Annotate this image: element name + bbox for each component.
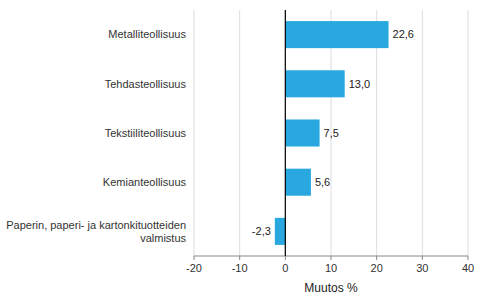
tick-label: -10 (232, 262, 248, 274)
x-axis-line (194, 256, 468, 257)
data-label: 13,0 (349, 78, 370, 90)
tick-label: 30 (416, 262, 428, 274)
bar (285, 21, 388, 48)
data-label: -2,3 (252, 225, 271, 237)
bar (285, 119, 319, 146)
category-label: Metalliteollisuus (108, 28, 186, 40)
chart: Paperin, paperi- ja kartonkituotteidenva… (0, 0, 484, 300)
tick-label: 40 (462, 262, 474, 274)
bar (285, 169, 311, 196)
category-label: Tekstiiliteollisuus (105, 127, 187, 139)
bar (285, 70, 344, 97)
category-label: Kemianteollisuus (103, 176, 187, 188)
tick-label: 0 (282, 262, 288, 274)
tick-mark (468, 256, 469, 260)
data-label: 7,5 (324, 127, 339, 139)
tick-label: 10 (325, 262, 337, 274)
grid-line (422, 10, 423, 256)
data-labels: -2,3 5,6 7,5 13,0 22,6 (252, 28, 414, 237)
tick-mark (422, 256, 423, 260)
tick-mark (285, 256, 286, 260)
x-axis-label: Muutos % (304, 281, 358, 295)
category-label: Paperin, paperi- ja kartonkituotteidenva… (6, 219, 186, 244)
tick-mark (239, 256, 240, 260)
tick-label: 20 (371, 262, 383, 274)
tick-mark (331, 256, 332, 260)
category-label: Tehdasteollisuus (105, 78, 187, 90)
bars (275, 21, 389, 245)
grid-line (194, 10, 195, 256)
tick-mark (376, 256, 377, 260)
tick-mark (194, 256, 195, 260)
data-label: 22,6 (393, 28, 414, 40)
tick-label: -20 (186, 262, 202, 274)
grid-line (239, 10, 240, 256)
x-ticks: -20 -10 0 10 20 30 40 (186, 256, 474, 274)
data-label: 5,6 (315, 176, 330, 188)
zero-line (285, 10, 286, 256)
y-tick-labels: Paperin, paperi- ja kartonkituotteidenva… (6, 28, 186, 243)
grid-line (285, 10, 286, 256)
grid-line (468, 10, 469, 256)
bar (275, 218, 286, 245)
grid (194, 10, 468, 256)
